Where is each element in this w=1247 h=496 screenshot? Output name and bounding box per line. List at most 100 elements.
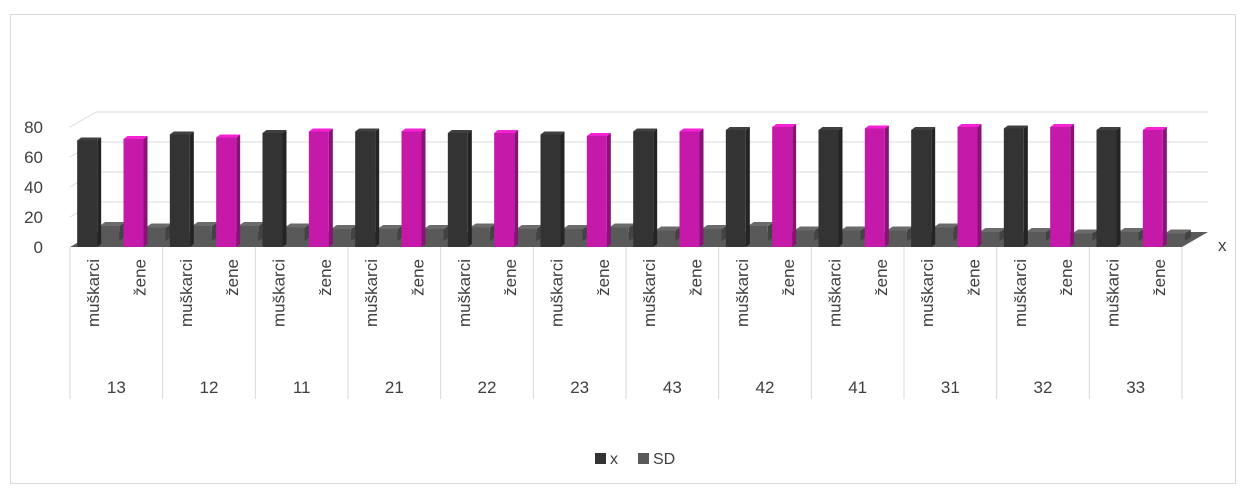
bar-x-top [262, 130, 287, 133]
bar-x [494, 130, 519, 247]
x-subcategory-label: žene [965, 259, 984, 296]
bar-sd-front [840, 230, 861, 241]
bar-sd-front [794, 230, 815, 241]
bar-x-side [1070, 124, 1075, 247]
bar-sd-top [1025, 228, 1052, 232]
y-tick-label: 80 [24, 118, 43, 137]
x-subcategory-label: muškarci [455, 259, 474, 327]
bar-x-side [1116, 127, 1121, 247]
bar-x [216, 134, 241, 247]
bar-x-side [421, 128, 426, 247]
legend-swatch [595, 453, 606, 464]
bar-x-side [653, 128, 658, 247]
bar-x-front [818, 130, 839, 247]
bar-sd [701, 225, 728, 241]
bar-x-top [772, 124, 797, 127]
bar-sd-front [284, 227, 305, 241]
bar-x [633, 128, 658, 247]
bar-x [262, 130, 287, 247]
bar-sd-front [1118, 232, 1139, 241]
bar-x [911, 127, 936, 247]
bar-sd-front [377, 229, 398, 241]
x-subcategory-label: žene [1057, 259, 1076, 296]
bar-x [355, 128, 380, 247]
x-subcategory-label: muškarci [177, 259, 196, 327]
y-tick-label: 60 [24, 148, 43, 167]
bar-x-side [328, 128, 333, 247]
bar-sd [655, 226, 682, 241]
x-subcategory-label: muškarci [270, 259, 289, 327]
bar-sd-front [886, 230, 907, 241]
bar-sd-top [1072, 229, 1099, 234]
bar-x-front [1050, 127, 1071, 247]
y-tick-label: 40 [24, 178, 43, 197]
x-subcategory-label: muškarci [1104, 259, 1123, 327]
bar-x [864, 125, 889, 247]
bar-sd [794, 226, 821, 241]
bar-x-side [699, 128, 704, 247]
bar-sd-top [1164, 229, 1191, 234]
x-subcategory-label: muškarci [733, 259, 752, 327]
bar-sd-top [701, 225, 728, 229]
bar-sd [1072, 229, 1099, 241]
bar-x-front [772, 127, 793, 247]
bar-sd [1025, 228, 1052, 241]
legend-entry: SD [653, 451, 675, 468]
bar-x-front [308, 131, 329, 247]
x-subcategory-label: muškarci [362, 259, 381, 327]
bar-sd-top [377, 225, 404, 229]
bar-sd-front [191, 226, 212, 241]
bar-sd-front [145, 227, 166, 241]
bar-sd-top [469, 223, 496, 228]
bar-sd-top [933, 223, 960, 228]
bar-x-top [494, 130, 519, 133]
bar-sd [238, 222, 265, 241]
bar-sd [423, 225, 450, 241]
bar-x [818, 127, 843, 247]
bar-sd [1118, 228, 1145, 241]
bar-x-front [957, 127, 978, 247]
bar-x-top [1096, 127, 1121, 130]
bar-x-front [123, 139, 144, 247]
x-group-label: 12 [200, 378, 219, 397]
bar-x [679, 128, 704, 247]
bar-x-side [514, 130, 519, 247]
x-group-label: 23 [570, 378, 589, 397]
bar-x-top [1142, 127, 1167, 130]
bar-sd-front [701, 229, 722, 241]
bar-x-front [586, 136, 607, 247]
bar-x [77, 137, 102, 247]
x-subcategory-label: žene [501, 259, 520, 296]
bar-sd-front [516, 229, 537, 241]
x-group-label: 22 [478, 378, 497, 397]
y-tick-label: 0 [34, 238, 43, 257]
bar-x-front [911, 130, 932, 247]
bar-sd-side [1184, 229, 1191, 241]
bar-x-side [1023, 125, 1028, 247]
bar-x [586, 133, 611, 247]
bar-sd-front [1164, 233, 1185, 241]
bar-x-top [355, 128, 380, 132]
bar-x-top [401, 128, 426, 132]
bar-x-front [216, 137, 237, 247]
bar-x-side [467, 130, 472, 247]
bar-sd-front [747, 226, 768, 241]
bar-x-side [375, 128, 380, 247]
bar-x [725, 127, 750, 247]
bar-x-front [355, 131, 376, 247]
bar-sd-top [1118, 228, 1145, 232]
bar-x [772, 124, 797, 247]
bar-x-front [77, 140, 98, 247]
legend-swatch [638, 453, 649, 464]
bar-x-side [745, 127, 750, 247]
x-subcategory-label: muškarci [918, 259, 937, 327]
bar-sd-front [933, 227, 954, 241]
bar-x-side [931, 127, 936, 247]
bar-x-side [282, 130, 287, 247]
bar-x-front [679, 131, 700, 247]
bar-sd-front [1025, 232, 1046, 241]
bar-x [169, 131, 194, 247]
bar-sd [562, 225, 589, 241]
bar-x-top [864, 125, 889, 129]
bar-sd-front [469, 227, 490, 241]
